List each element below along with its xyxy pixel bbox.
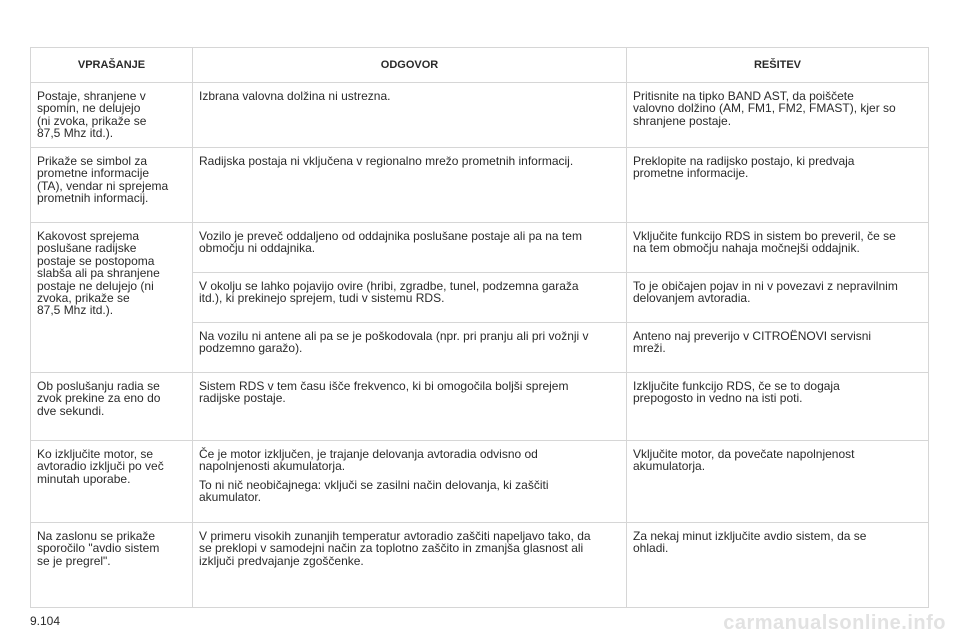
solution-cell: Preklopite na radijsko postajo, ki predv… [626,147,929,223]
table-row: Kakovost sprejema poslušane radijske pos… [30,222,929,373]
answer-cell: Sistem RDS v tem času išče frekvenco, ki… [192,372,627,441]
solution-cell: Izključite funkcijo RDS, če se to dogaja… [626,372,929,441]
header-solution: REŠITEV [626,47,929,83]
table-row: V okolju se lahko pojavijo ovire (hribi,… [31,272,929,323]
table-row: Na zaslonu se prikaže sporočilo "avdio s… [30,522,929,608]
header-row: VPRAŠANJE ODGOVOR REŠITEV [30,47,929,83]
solution-cell: Anteno naj preverijo v CITROËNOVI servis… [626,322,929,373]
answer-cell: Radijska postaja ni vključena v regional… [192,147,627,223]
answer-paragraph: Če je motor izključen, je trajanje delov… [199,447,538,474]
table-row: Ko izključite motor, se avtoradio izklju… [30,440,929,523]
solution-cell: To je običajen pojav in ni v povezavi z … [626,272,929,323]
solution-cell: Za nekaj minut izključite avdio sistem, … [626,522,929,608]
answer-cell: Vozilo je preveč oddaljeno od oddajnika … [192,222,627,273]
watermark: carmanualsonline.info [723,612,946,634]
table-row: Postaje, shranjene v spomin, ne delujejo… [30,82,929,148]
question-cell: Ob poslušanju radia se zvok prekine za e… [30,372,193,441]
page-number: 9.104 [30,614,61,628]
answer-cell: Če je motor izključen, je trajanje delov… [192,440,627,523]
answer-cell: Na vozilu ni antene ali pa se je poškodo… [192,322,627,373]
table-row: Ob poslušanju radia se zvok prekine za e… [30,372,929,441]
header-question: VPRAŠANJE [30,47,193,83]
answer-paragraph: To ni nič neobičajnega: vključi se zasil… [199,477,549,505]
question-cell: Kakovost sprejema poslušane radijske pos… [30,222,193,373]
troubleshooting-table: VPRAŠANJE ODGOVOR REŠITEV Postaje, shran… [30,47,929,608]
solution-cell: Vključite funkcijo RDS in sistem bo prev… [626,222,929,273]
answer-cell: V okolju se lahko pojavijo ovire (hribi,… [192,272,627,323]
question-cell: Prikaže se simbol za prometne informacij… [30,147,193,223]
question-cell: Na zaslonu se prikaže sporočilo "avdio s… [30,522,193,608]
question-cell: Ko izključite motor, se avtoradio izklju… [30,440,193,523]
solution-cell: Pritisnite na tipko BAND AST, da poiščet… [626,82,929,148]
answer-cell: V primeru visokih zunanjih temperatur av… [192,522,627,608]
answer-cell: Izbrana valovna dolžina ni ustrezna. [192,82,627,148]
header-answer: ODGOVOR [192,47,627,83]
solution-cell: Vključite motor, da povečate napolnjenos… [626,440,929,523]
question-cell: Postaje, shranjene v spomin, ne delujejo… [30,82,193,148]
table-row: Prikaže se simbol za prometne informacij… [30,147,929,223]
